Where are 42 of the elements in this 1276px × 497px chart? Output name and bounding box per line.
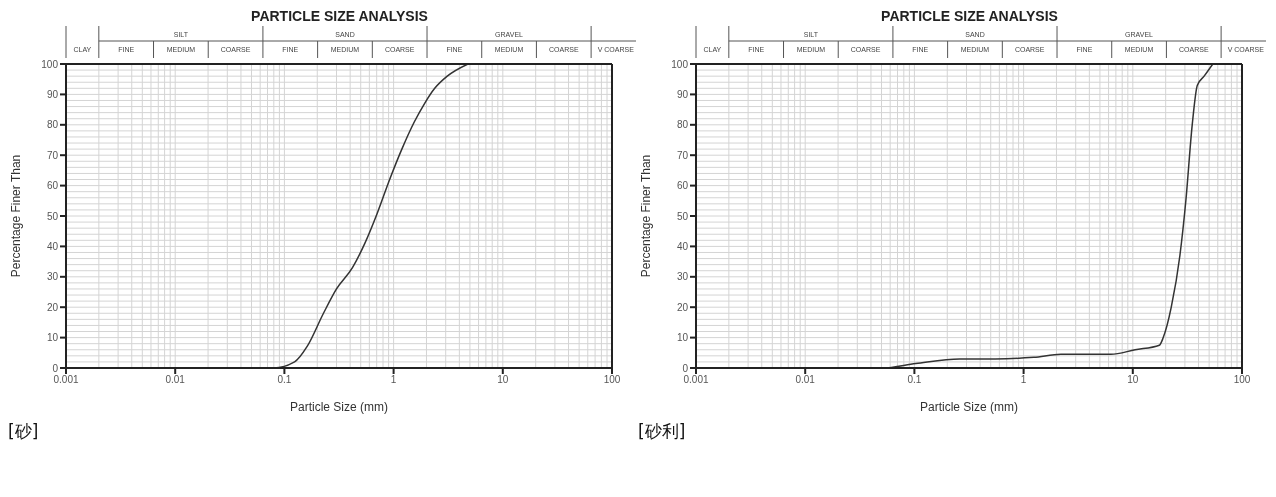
y-tick-label: 80 (676, 119, 689, 131)
text: [砂] (8, 420, 40, 443)
text: [砂利] (638, 420, 687, 443)
y-tick-label: 60 (676, 180, 689, 192)
y-tick-label: 30 (676, 271, 689, 283)
y-tick-label: 30 (46, 271, 59, 283)
x-tick-label: 100 (1233, 374, 1251, 386)
y-tick-label: 40 (46, 240, 59, 252)
chart-title: PARTICLE SIZE ANALYSIS (880, 8, 1059, 24)
y-tick-label: 90 (46, 88, 59, 100)
x-tick-label: 100 (603, 374, 621, 386)
y-tick-label: 70 (676, 149, 689, 161)
y-tick-label: 80 (46, 119, 59, 131)
y-tick-label: 40 (676, 240, 689, 252)
y-tick-label: 10 (676, 332, 689, 344)
x-axis-title: Particle Size (mm) (289, 400, 389, 414)
y-tick-label: 20 (676, 301, 689, 313)
y-tick-label: 100 (41, 58, 59, 70)
x-tick-label: 0.001 (53, 374, 79, 386)
x-tick-label: 0.1 (277, 374, 292, 386)
x-tick-label: 0.01 (795, 374, 816, 386)
y-tick-label: 100 (671, 58, 689, 70)
y-tick-label: 90 (676, 88, 689, 100)
x-tick-label: 1 (390, 374, 397, 386)
x-axis-title: Particle Size (mm) (919, 400, 1019, 414)
x-tick-label: 0.01 (165, 374, 186, 386)
y-tick-label: 10 (46, 332, 59, 344)
y-tick-label: 70 (46, 149, 59, 161)
x-tick-label: 0.1 (907, 374, 922, 386)
y-tick-label: 50 (46, 210, 59, 222)
x-tick-label: 10 (497, 374, 509, 386)
y-tick-label: 60 (46, 180, 59, 192)
y-tick-label: 50 (676, 210, 689, 222)
y-axis-title: Percentage Finer Than (639, 154, 654, 278)
y-tick-label: 20 (46, 301, 59, 313)
y-axis-title: Percentage Finer Than (9, 154, 24, 278)
y-tick-label: 0 (52, 362, 59, 374)
x-tick-label: 1 (1020, 374, 1027, 386)
y-tick-label: 0 (682, 362, 689, 374)
x-tick-label: 10 (1127, 374, 1139, 386)
x-tick-label: 0.001 (683, 374, 709, 386)
chart-title: PARTICLE SIZE ANALYSIS (250, 8, 429, 24)
